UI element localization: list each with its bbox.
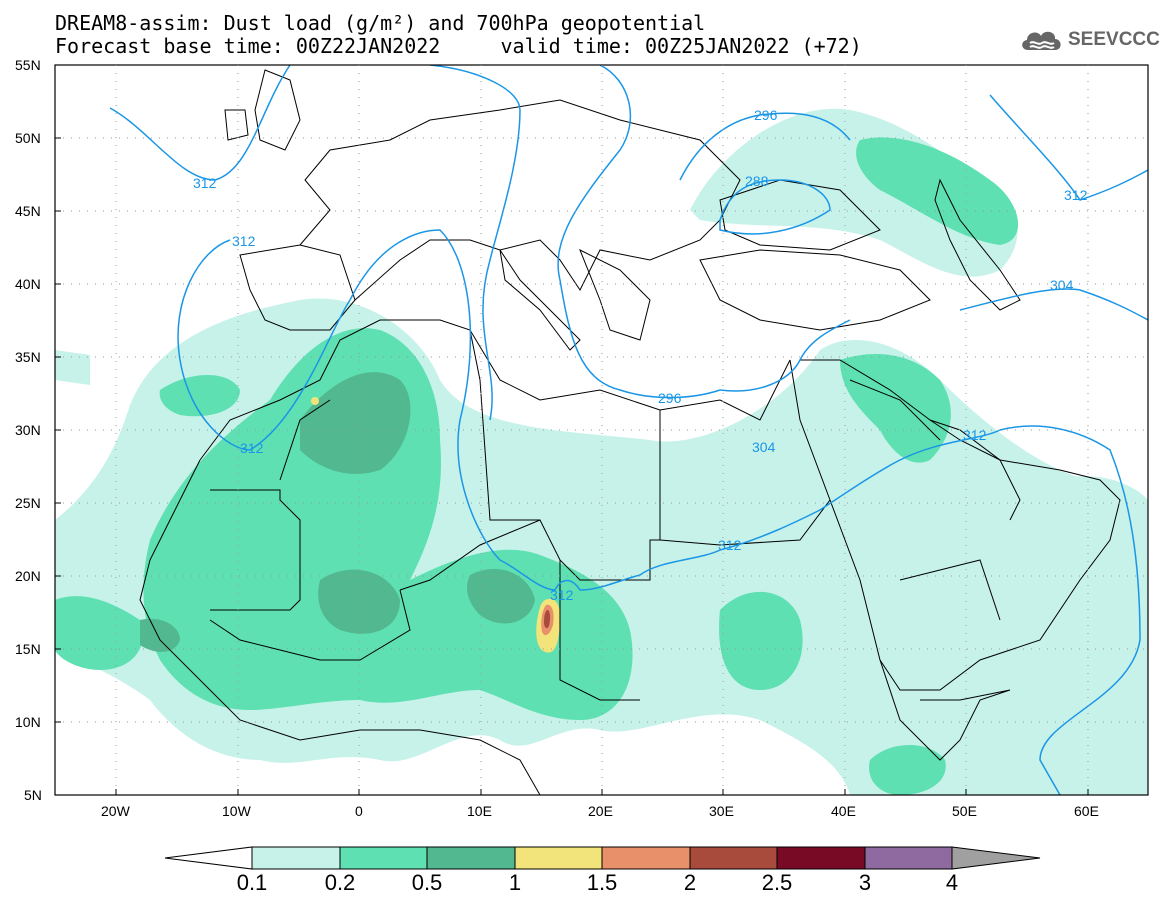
lon-label: 60E bbox=[1074, 803, 1099, 819]
lat-label: 15N bbox=[15, 641, 41, 657]
colorbar-label: 3 bbox=[858, 870, 872, 895]
lon-label: 40E bbox=[831, 803, 856, 819]
lon-label: 50E bbox=[952, 803, 977, 819]
dust-area-dark-chad bbox=[467, 569, 535, 624]
colorbar-label: 1 bbox=[508, 870, 522, 895]
lat-label: 55N bbox=[15, 57, 41, 73]
colorbar-label: 4 bbox=[945, 870, 959, 895]
contour-label: 312 bbox=[193, 175, 217, 191]
lon-label: 10E bbox=[467, 803, 492, 819]
colorbar-bin bbox=[689, 846, 778, 870]
contour-label: 304 bbox=[1050, 277, 1074, 293]
coastlines bbox=[139, 69, 1121, 795]
graticule bbox=[55, 65, 1148, 795]
dust-area-medium-horn bbox=[869, 745, 946, 795]
dust-hotspot-morocco bbox=[311, 397, 319, 405]
colorbar-bin bbox=[601, 846, 691, 870]
dust-area-medium-morocco bbox=[159, 375, 240, 417]
colorbar-bin bbox=[339, 846, 428, 870]
contour-label: 312 bbox=[550, 587, 574, 603]
dust-area-dark bbox=[300, 372, 411, 474]
colorbar-label: 0.1 bbox=[236, 870, 268, 895]
contour-label: 312 bbox=[232, 233, 256, 249]
contour-label: 312 bbox=[240, 440, 264, 456]
colorbar-bin bbox=[426, 846, 516, 870]
colorbar-bin bbox=[514, 846, 603, 870]
colorbar-label: 0.5 bbox=[411, 870, 443, 895]
colorbar-label: 2.5 bbox=[761, 870, 793, 895]
lat-label: 10N bbox=[15, 714, 41, 730]
lon-label: 20E bbox=[588, 803, 613, 819]
lon-label: 0 bbox=[355, 803, 363, 819]
dust-area-dark-west bbox=[140, 618, 180, 652]
cloud-icon bbox=[1022, 31, 1061, 50]
lon-label: 10W bbox=[222, 803, 251, 819]
colorbar-bin bbox=[776, 846, 866, 870]
lon-label: 30E bbox=[709, 803, 734, 819]
chart-subtitle: Forecast base time: 00Z22JAN2022 valid t… bbox=[55, 34, 862, 58]
contour-label: 288 bbox=[745, 173, 769, 189]
lat-label: 45N bbox=[15, 203, 41, 219]
contour-label: 304 bbox=[752, 439, 776, 455]
axis-ticks bbox=[55, 137, 1089, 795]
lat-label: 20N bbox=[15, 568, 41, 584]
lat-label: 30N bbox=[15, 422, 41, 438]
lon-label: 20W bbox=[101, 803, 130, 819]
logo-text: SEEVCCC bbox=[1068, 29, 1160, 50]
dust-area-light-iberia bbox=[55, 350, 90, 385]
dust-hotspot-red bbox=[544, 609, 551, 629]
colorbar-bin bbox=[251, 846, 341, 870]
dust-area-medium-levant bbox=[840, 354, 951, 463]
lat-label: 50N bbox=[15, 130, 41, 146]
colorbar-bin bbox=[864, 846, 953, 870]
contour-label: 296 bbox=[658, 390, 682, 406]
colorbar-label: 0.2 bbox=[324, 870, 356, 895]
colorbar-label: 1.5 bbox=[586, 870, 618, 895]
geopotential-contours bbox=[109, 65, 1148, 795]
chart-title: DREAM8-assim: Dust load (g/m²) and 700hP… bbox=[55, 11, 706, 35]
colorbar-over-arrow bbox=[951, 846, 1041, 870]
contour-labels: 312 312 312 312 312 312 296 296 288 304 … bbox=[193, 107, 1088, 603]
lat-label: 5N bbox=[24, 787, 42, 803]
lat-label: 35N bbox=[15, 349, 41, 365]
contour-label: 312 bbox=[963, 427, 987, 443]
colorbar-under-arrow bbox=[164, 846, 253, 870]
colorbar bbox=[164, 846, 1041, 870]
seevccc-logo: SEEVCCC bbox=[1018, 26, 1160, 54]
contour-label: 312 bbox=[718, 537, 742, 553]
dust-area-medium-west bbox=[55, 596, 143, 670]
contour-label: 312 bbox=[1064, 187, 1088, 203]
dust-area-light-east bbox=[1060, 476, 1148, 560]
contour-label: 296 bbox=[754, 107, 778, 123]
colorbar-label: 2 bbox=[683, 870, 697, 895]
dust-area-medium-africa bbox=[719, 591, 803, 690]
lat-label: 40N bbox=[15, 276, 41, 292]
dust-field bbox=[55, 108, 1148, 795]
lat-label: 25N bbox=[15, 495, 41, 511]
